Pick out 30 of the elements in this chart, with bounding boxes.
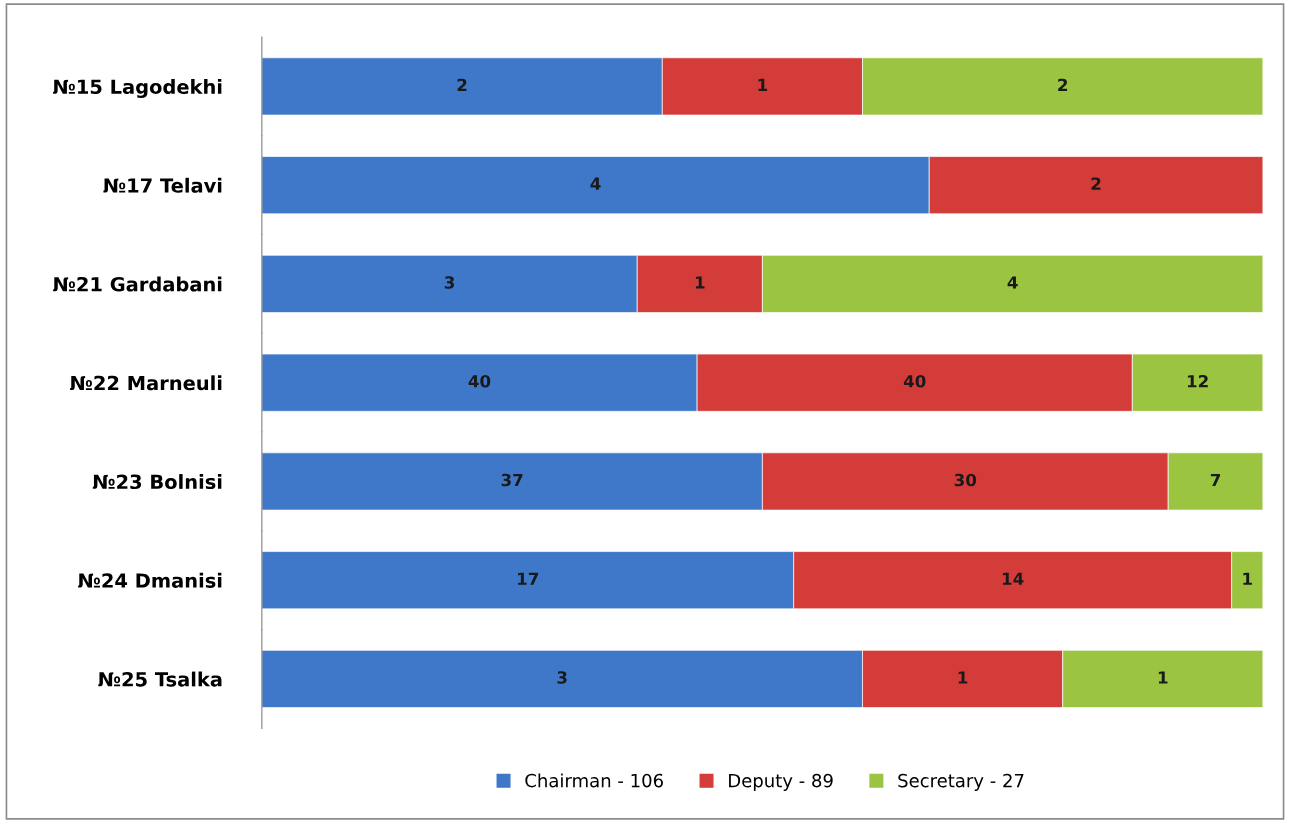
data-label: 7 — [1210, 473, 1221, 487]
legend-label: Secretary - 27 — [898, 773, 1024, 791]
data-label: 1 — [758, 78, 768, 92]
data-label: 14 — [1002, 572, 1024, 585]
data-label: 30 — [954, 473, 977, 487]
data-label: 37 — [501, 473, 523, 487]
data-label: 2 — [1091, 177, 1101, 190]
y-tick-label: №21 Gardabani — [53, 276, 222, 292]
data-label: 3 — [444, 276, 455, 289]
data-label: 4 — [1007, 276, 1018, 289]
data-label: 1 — [1243, 572, 1252, 585]
data-label: 4 — [590, 177, 601, 190]
y-tick-label: №23 Bolnisi — [92, 474, 222, 490]
y-tick-label: №22 Marneuli — [70, 375, 222, 391]
data-label: 3 — [557, 671, 567, 684]
data-label: 2 — [1058, 78, 1068, 92]
y-tick-label: №25 Tsalka — [98, 671, 222, 687]
legend-label: Deputy - 89 — [729, 773, 833, 791]
data-label: 12 — [1187, 374, 1208, 388]
data-label: 40 — [903, 374, 926, 388]
y-tick-label: №15 Lagodekhi — [53, 79, 222, 98]
y-tick-label: №24 Dmanisi — [78, 572, 222, 588]
data-label: 1 — [695, 276, 705, 289]
legend-label: Chairman - 106 — [525, 773, 663, 788]
data-label: 17 — [518, 572, 539, 585]
y-tick-label: №17 Telavi — [103, 177, 222, 193]
data-label: 40 — [468, 374, 491, 388]
data-label: 2 — [457, 78, 467, 92]
data-label: 1 — [1158, 671, 1168, 684]
data-label: 1 — [958, 671, 968, 684]
